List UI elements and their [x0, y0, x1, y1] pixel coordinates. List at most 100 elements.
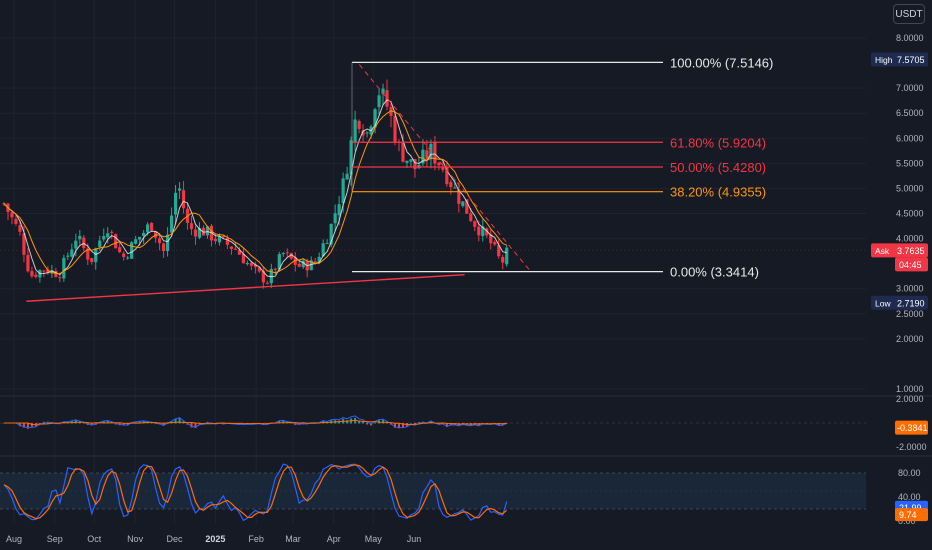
fib-level-label: 61.80% (5.9204)	[670, 135, 766, 150]
candle-down	[181, 181, 186, 214]
price-label-box	[871, 52, 928, 67]
time-axis: Aug Sep Oct Nov Dec 2025 Feb Mar Apr May Jun	[6, 534, 421, 544]
candle-up	[481, 219, 485, 242]
stoch-k-line	[3, 463, 508, 522]
macd-histogram-bar	[26, 423, 29, 429]
candle-body	[497, 245, 501, 257]
ma-line-slow	[3, 110, 507, 275]
candle-body	[505, 247, 509, 265]
candle-body	[249, 263, 253, 266]
candle-body	[409, 159, 413, 162]
candle-up	[126, 255, 130, 260]
price-tick-label: 1.0000	[896, 384, 924, 394]
macd-histogram-bar	[194, 423, 197, 429]
macd-histogram-bar	[134, 421, 137, 424]
time-axis-label: Sep	[47, 534, 63, 544]
candle-up	[505, 245, 509, 267]
candle-down	[221, 235, 226, 239]
candle-body	[353, 119, 357, 143]
candle-body	[114, 234, 118, 249]
candle-up	[333, 204, 337, 232]
candle-body	[142, 232, 146, 237]
macd-histogram-bar	[282, 420, 285, 424]
candle-body	[465, 199, 469, 214]
candle-body	[273, 268, 277, 270]
candle-down	[229, 246, 234, 255]
macd-tick-label: 2.0000	[896, 394, 924, 404]
candle-body	[150, 222, 154, 231]
price-tick-label: 2.5000	[896, 309, 924, 319]
macd-histogram-bar	[382, 419, 385, 424]
candle-body	[138, 236, 142, 240]
candle-down	[209, 223, 214, 247]
candle-body	[110, 231, 114, 233]
candle-up	[269, 263, 273, 288]
time-axis-label: Mar	[285, 534, 301, 544]
candle-body	[74, 240, 78, 249]
candle-up	[453, 179, 457, 189]
price-label-value: 3.7635	[897, 246, 925, 256]
candle-body	[257, 267, 261, 272]
candle-down	[14, 214, 18, 226]
candle-down	[433, 135, 437, 171]
macd-histogram-bar	[409, 422, 412, 424]
candle-body	[309, 260, 313, 271]
candle-body	[377, 95, 381, 108]
candle-down	[257, 266, 261, 273]
macd-histogram-bar	[370, 423, 373, 426]
stoch-tick-label: 80.00	[898, 468, 921, 478]
candle-body	[261, 270, 265, 283]
candle-body	[265, 282, 269, 284]
macd-histogram-bar	[366, 423, 369, 425]
candle-body	[169, 215, 174, 233]
candle-body	[229, 246, 234, 249]
candle-body	[98, 240, 102, 247]
candle-body	[225, 238, 230, 245]
candle-down	[289, 252, 293, 260]
candle-down	[90, 258, 94, 265]
candle-body	[237, 250, 241, 255]
candle-body	[469, 213, 473, 222]
candle-up	[245, 260, 249, 266]
candle-body	[106, 233, 110, 238]
candle-down	[18, 220, 22, 236]
candle-body	[217, 236, 222, 243]
candle-body	[321, 243, 325, 257]
price-tick-label: 3.0000	[896, 284, 924, 294]
candle-up	[169, 207, 174, 237]
candle-body	[437, 162, 441, 166]
candle-up	[78, 229, 82, 245]
candle-down	[189, 215, 194, 236]
candle-body	[461, 201, 465, 206]
candle-body	[126, 257, 130, 259]
macd-histogram-bar	[22, 423, 25, 428]
candle-body	[345, 173, 349, 180]
candle-down	[26, 248, 30, 273]
candle-body	[449, 182, 453, 188]
candle-body	[221, 235, 226, 238]
candle-down	[361, 124, 365, 143]
candles	[2, 79, 509, 289]
candle-body	[130, 242, 134, 259]
stoch-tick-label: 40.00	[898, 492, 921, 502]
candle-up	[217, 233, 222, 246]
candle-body	[269, 269, 273, 284]
candle-up	[421, 139, 425, 167]
candle-body	[285, 252, 289, 254]
candle-down	[357, 119, 361, 134]
price-label-value: 2.7190	[897, 298, 925, 308]
candle-body	[70, 249, 74, 257]
fibonacci-retracement: 100.00% (7.5146) 61.80% (5.9204) 50.00% (5…	[351, 55, 773, 280]
candle-down	[253, 261, 257, 274]
currency-button[interactable]: USDT	[893, 4, 925, 24]
candle-body	[78, 235, 82, 240]
candle-up	[409, 158, 413, 168]
candle-body	[293, 257, 297, 265]
candle-body	[62, 257, 66, 279]
price-tick-label: 4.5000	[896, 209, 924, 219]
stoch-value-text: 21.99	[899, 503, 922, 513]
candle-down	[30, 266, 34, 279]
candle-body	[301, 260, 305, 268]
